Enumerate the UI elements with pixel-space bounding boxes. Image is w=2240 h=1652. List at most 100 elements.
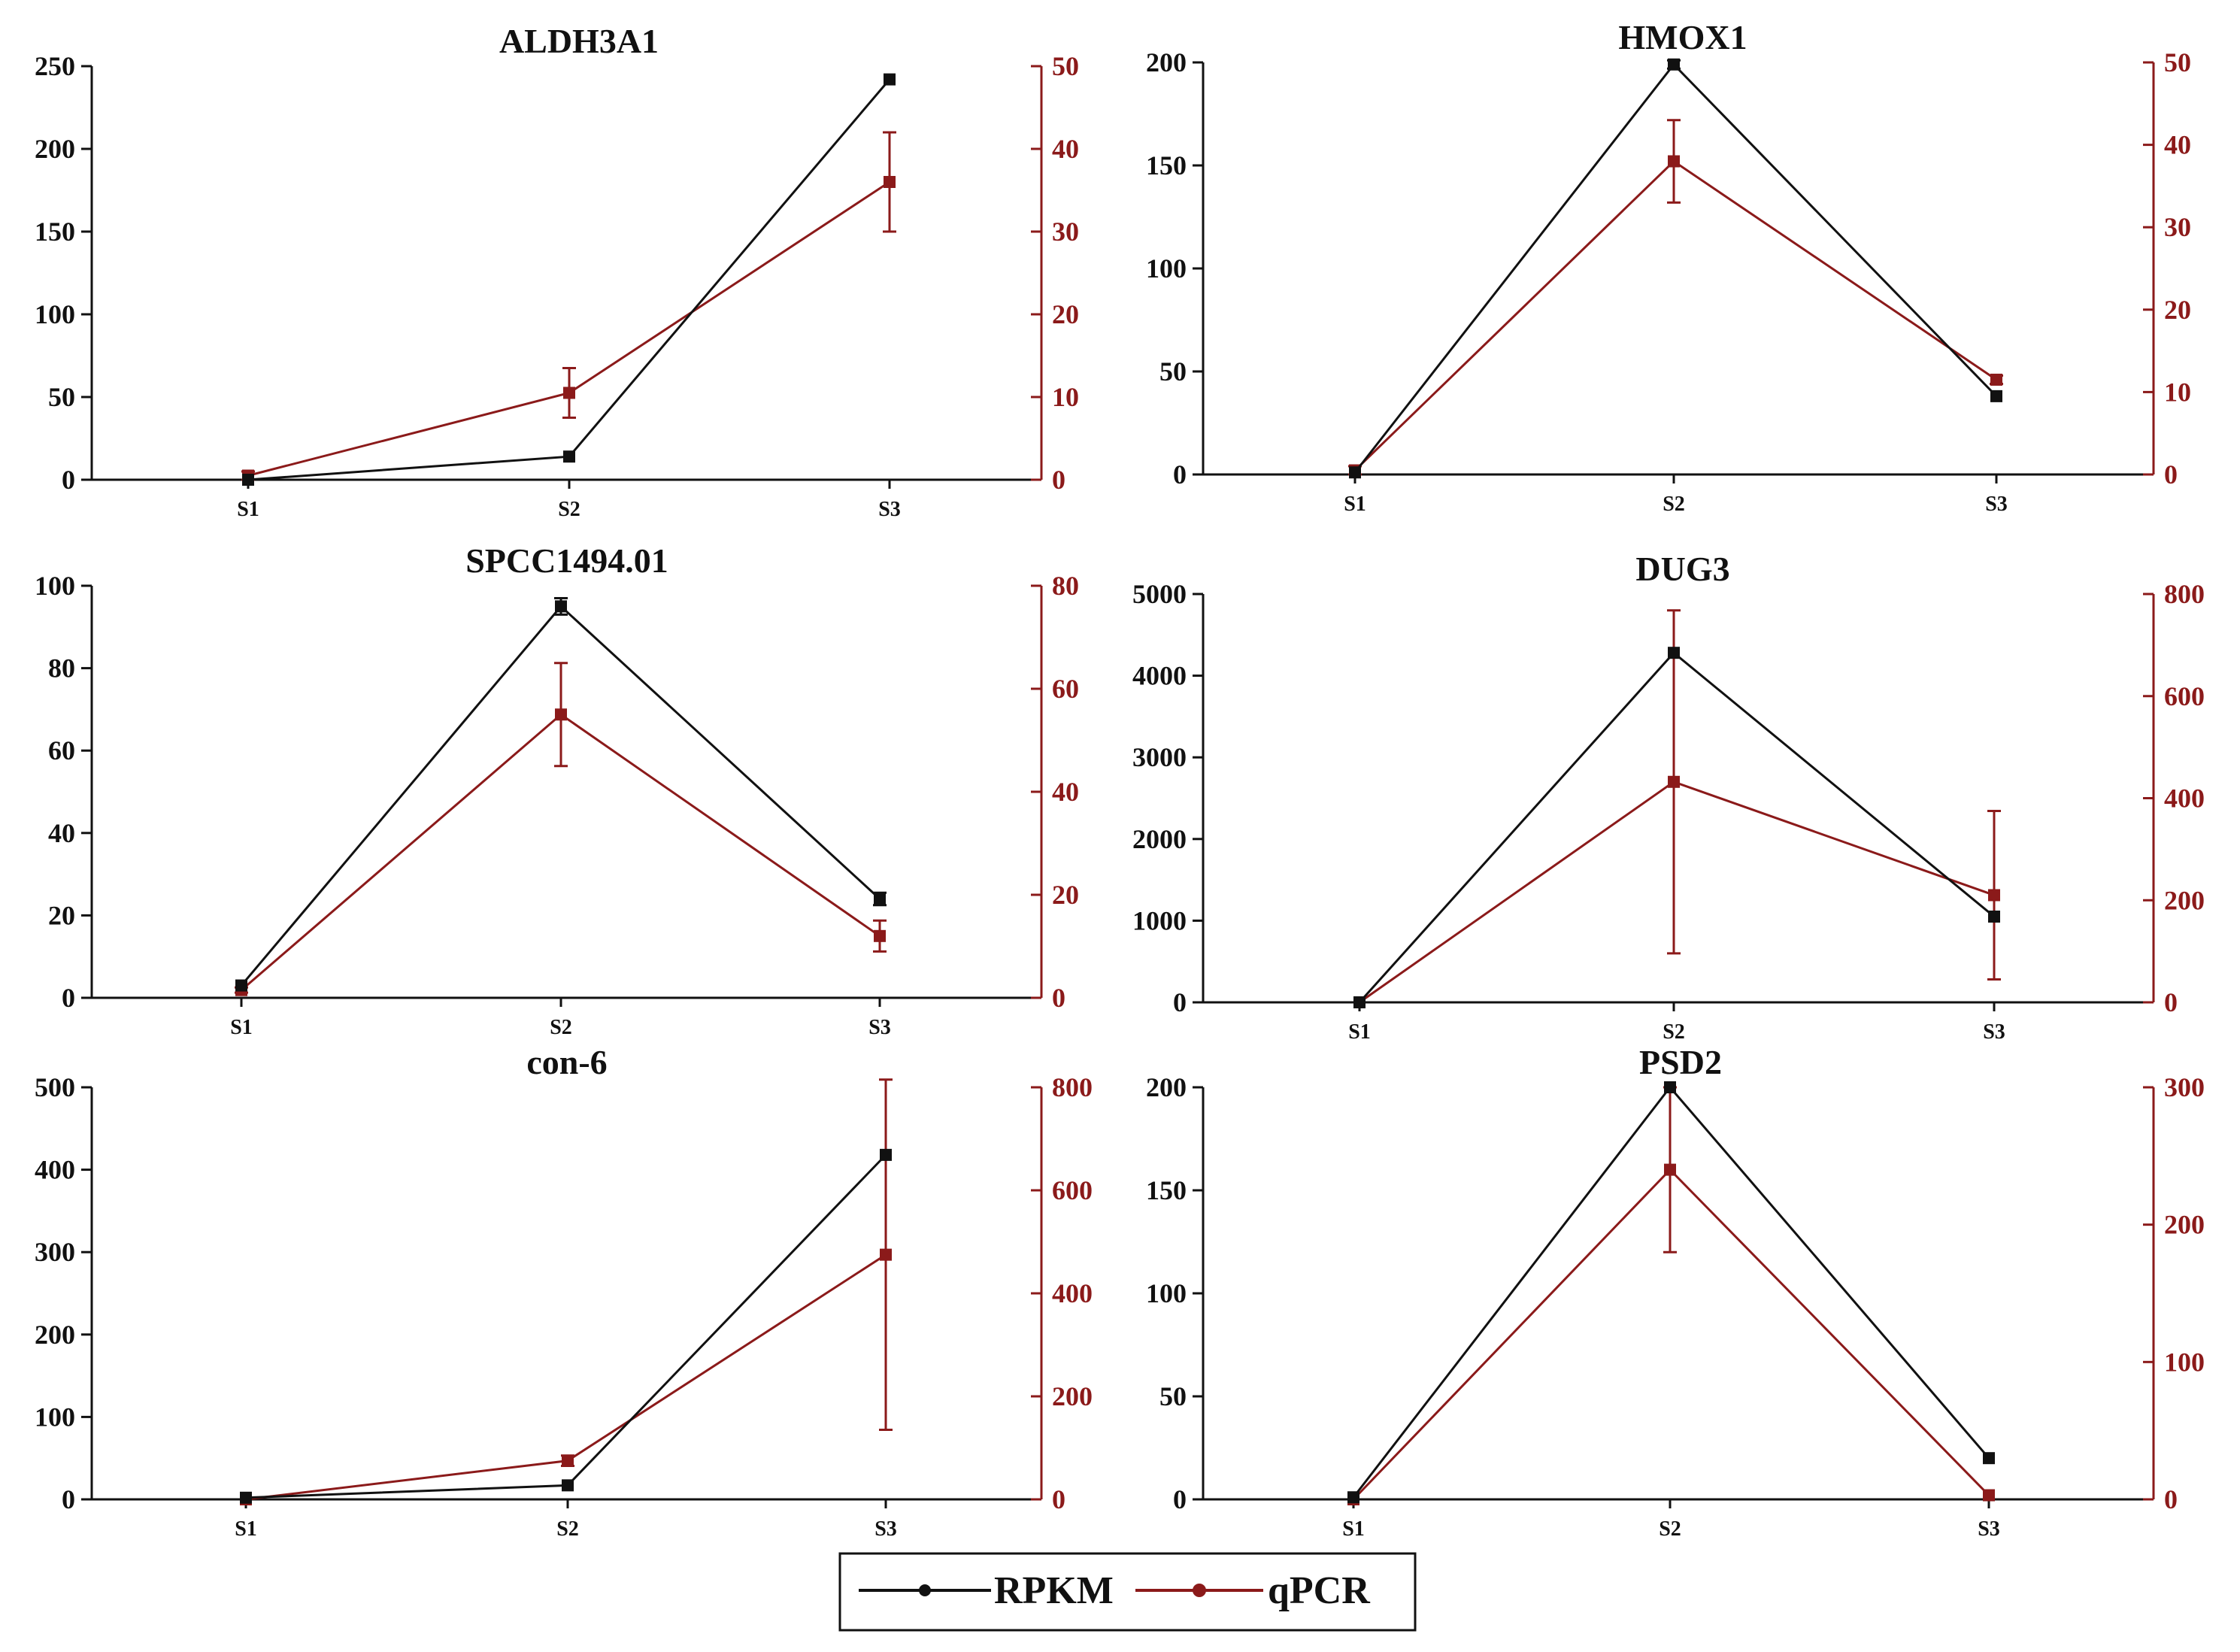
x-tick-label: S2 xyxy=(558,498,580,521)
right-tick-label: 0 xyxy=(2164,459,2178,490)
left-tick-label: 50 xyxy=(48,382,75,412)
left-tick-label: 200 xyxy=(1146,47,1187,77)
rpkm-point xyxy=(1983,1452,1995,1465)
x-tick-label: S3 xyxy=(874,1517,897,1541)
right-tick-label: 80 xyxy=(1052,571,1079,601)
qpcr-point xyxy=(1990,373,2002,386)
rpkm-point xyxy=(874,893,886,905)
left-tick-label: 1000 xyxy=(1132,905,1187,935)
left-tick-label: 150 xyxy=(1146,1175,1187,1205)
right-tick-label: 20 xyxy=(1052,880,1079,910)
left-tick-label: 2000 xyxy=(1132,824,1187,854)
x-tick-label: S3 xyxy=(1983,1020,2005,1044)
right-tick-label: 100 xyxy=(2164,1347,2205,1377)
chart-panel-3: DUG3 0 1000 2000 3000 4000 5000 0 200 400 600 800 S1… xyxy=(1132,550,2205,1044)
x-tick-label: S1 xyxy=(235,1517,257,1541)
rpkm-point xyxy=(562,1479,574,1492)
rpkm-point xyxy=(1347,1491,1359,1504)
rpkm-point xyxy=(1664,1081,1676,1093)
qpcr-point xyxy=(555,708,567,721)
rpkm-point xyxy=(1668,647,1680,659)
chart-panel-5: PSD2 0 50 100 150 200 0 100 200 300 S1 S2 S3 xyxy=(1146,1043,2205,1541)
qpcr-point xyxy=(880,1248,892,1261)
right-tick-label: 50 xyxy=(2164,47,2191,77)
right-tick-label: 0 xyxy=(1052,983,1065,1013)
right-tick-label: 200 xyxy=(1052,1381,1093,1411)
qpcr-point xyxy=(1668,775,1680,788)
right-tick-label: 800 xyxy=(2164,579,2205,609)
x-tick-label: S2 xyxy=(550,1016,572,1039)
rpkm-point xyxy=(880,1148,892,1161)
chart-panel-1: HMOX1 0 50 100 150 200 0 10 20 30 40 50 S1 S2 S3 xyxy=(1146,18,2191,516)
left-tick-label: 400 xyxy=(35,1155,75,1185)
left-tick-label: 200 xyxy=(35,1320,75,1350)
chart-title: HMOX1 xyxy=(1618,18,1747,56)
right-tick-label: 0 xyxy=(1052,1484,1065,1514)
rpkm-point xyxy=(563,450,575,463)
left-tick-label: 0 xyxy=(62,983,75,1013)
qpcr-point xyxy=(874,929,886,942)
rpkm-point xyxy=(1988,910,2000,923)
left-tick-label: 300 xyxy=(35,1237,75,1267)
chart-title: DUG3 xyxy=(1635,550,1729,588)
right-tick-label: 40 xyxy=(1052,134,1079,164)
left-tick-label: 50 xyxy=(1159,1381,1187,1411)
rpkm-point xyxy=(884,73,896,86)
qpcr-point xyxy=(562,1454,574,1467)
rpkm-point xyxy=(555,600,567,613)
left-tick-label: 3000 xyxy=(1132,742,1187,772)
right-tick-label: 50 xyxy=(1052,51,1079,81)
left-tick-label: 100 xyxy=(1146,1278,1187,1308)
rpkm-point xyxy=(235,979,247,992)
right-tick-label: 10 xyxy=(1052,382,1079,412)
right-tick-label: 0 xyxy=(2164,1484,2178,1514)
x-tick-label: S2 xyxy=(1663,493,1685,516)
legend: RPKM qPCR xyxy=(838,1552,1417,1632)
chart-panel-2: SPCC1494.01 0 20 40 60 80 100 0 20 40 60 80 S1 S2 S3 xyxy=(35,541,1079,1039)
x-tick-label: S3 xyxy=(868,1016,891,1039)
rpkm-point xyxy=(242,474,254,486)
legend-qpcr-label: qPCR xyxy=(1268,1569,1371,1612)
chart-title: ALDH3A1 xyxy=(499,22,659,60)
qpcr-point xyxy=(563,386,575,399)
right-tick-label: 30 xyxy=(2164,212,2191,242)
chart-title: con-6 xyxy=(526,1043,607,1081)
qpcr-point xyxy=(1668,155,1680,168)
chart-title: PSD2 xyxy=(1639,1043,1722,1081)
left-tick-label: 60 xyxy=(48,735,75,765)
left-tick-label: 0 xyxy=(1173,1484,1187,1514)
right-tick-label: 800 xyxy=(1052,1072,1093,1102)
left-tick-label: 80 xyxy=(48,653,75,684)
x-tick-label: S3 xyxy=(1978,1517,2000,1541)
right-tick-label: 0 xyxy=(2164,987,2178,1017)
legend-rpkm-label: RPKM xyxy=(994,1569,1114,1612)
rpkm-point xyxy=(240,1491,252,1504)
right-tick-label: 40 xyxy=(1052,777,1079,807)
x-tick-label: S1 xyxy=(1342,1517,1365,1541)
rpkm-point xyxy=(1668,58,1680,71)
right-tick-label: 40 xyxy=(2164,130,2191,160)
left-tick-label: 200 xyxy=(1146,1072,1187,1102)
chart-panel-0: ALDH3A1 0 50 100 150 200 250 0 10 20 30 40 50 S1 S2 S3 xyxy=(35,22,1079,521)
chart-title: SPCC1494.01 xyxy=(465,541,668,580)
qpcr-point xyxy=(1988,889,2000,902)
right-tick-label: 400 xyxy=(1052,1278,1093,1308)
x-tick-label: S2 xyxy=(556,1517,579,1541)
x-tick-label: S1 xyxy=(230,1016,253,1039)
qpcr-point xyxy=(1983,1489,1995,1502)
right-tick-label: 200 xyxy=(2164,1210,2205,1240)
right-tick-label: 10 xyxy=(2164,377,2191,407)
x-tick-label: S1 xyxy=(1348,1020,1371,1044)
left-tick-label: 150 xyxy=(35,217,75,247)
right-tick-label: 20 xyxy=(2164,295,2191,325)
qpcr-point xyxy=(1664,1163,1676,1176)
left-tick-label: 150 xyxy=(1146,150,1187,180)
right-tick-label: 60 xyxy=(1052,674,1079,704)
left-tick-label: 500 xyxy=(35,1072,75,1102)
left-tick-label: 250 xyxy=(35,51,75,81)
x-tick-label: S3 xyxy=(1985,493,2008,516)
left-tick-label: 0 xyxy=(62,1484,75,1514)
